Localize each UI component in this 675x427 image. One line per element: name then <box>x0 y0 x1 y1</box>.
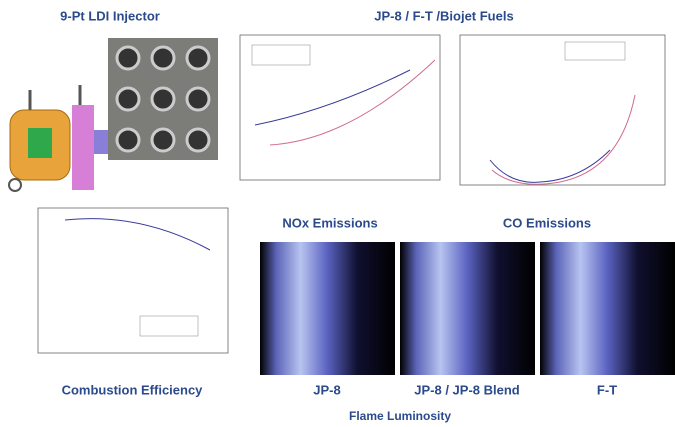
flame-caption: JP-8 / JP-8 Blend <box>414 382 520 397</box>
flame-images <box>260 242 675 375</box>
efficiency-title: Combustion Efficiency <box>62 382 204 397</box>
efficiency-plot <box>37 207 229 354</box>
injector-photo <box>108 38 218 160</box>
nox-plot <box>239 34 441 181</box>
co-title: CO Emissions <box>503 215 591 230</box>
nox-title: NOx Emissions <box>282 215 377 230</box>
flame-title: Flame Luminosity <box>349 409 451 423</box>
injector-title: 9-Pt LDI Injector <box>60 8 160 23</box>
flame-caption: JP-8 <box>313 382 340 397</box>
fuels-title: JP-8 / F-T /Biojet Fuels <box>374 8 513 23</box>
co-plot <box>459 34 666 186</box>
flame-caption: F-T <box>597 382 617 397</box>
injector-drawing <box>8 85 110 192</box>
